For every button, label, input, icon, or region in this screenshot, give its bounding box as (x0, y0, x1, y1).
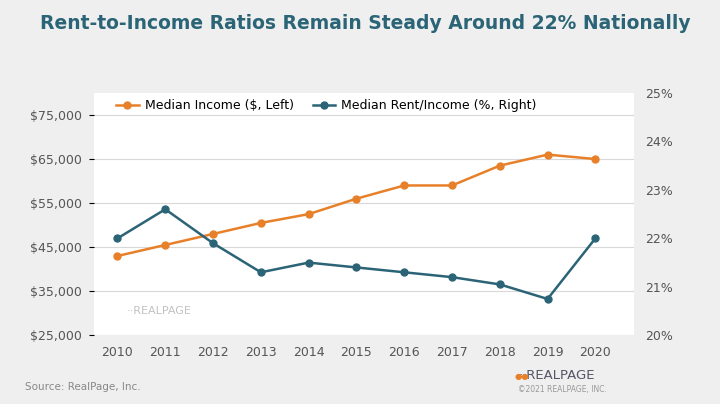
Text: Source: RealPage, Inc.: Source: RealPage, Inc. (25, 382, 141, 392)
Text: ··REALPAGE: ··REALPAGE (518, 369, 595, 382)
Text: Rent-to-Income Ratios Remain Steady Around 22% Nationally: Rent-to-Income Ratios Remain Steady Arou… (40, 14, 690, 33)
Text: ··REALPAGE: ··REALPAGE (127, 306, 192, 316)
Text: ©2021 REALPAGE, INC.: ©2021 REALPAGE, INC. (518, 385, 607, 394)
Text: ●●: ●● (515, 372, 529, 381)
Legend: Median Income ($, Left), Median Rent/Income (%, Right): Median Income ($, Left), Median Rent/Inc… (116, 99, 536, 112)
